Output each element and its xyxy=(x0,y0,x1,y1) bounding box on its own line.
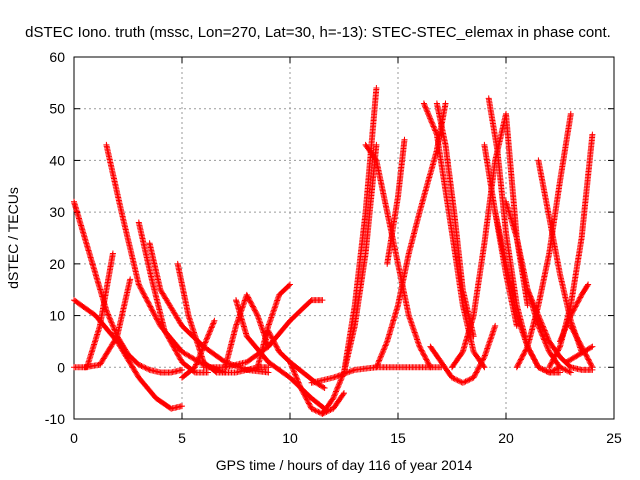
series-arc-24 xyxy=(427,322,499,386)
series-arc-09 xyxy=(179,317,218,381)
series-marks xyxy=(557,281,592,345)
series-arc-23 xyxy=(433,100,477,340)
x-tick-label: 5 xyxy=(178,430,186,446)
series-arc-28 xyxy=(492,209,563,376)
chart-title: dSTEC Iono. truth (mssc, Lon=270, Lat=30… xyxy=(25,24,611,41)
series-arc-04 xyxy=(103,141,229,376)
series-marks xyxy=(179,317,218,381)
x-tick-label: 15 xyxy=(390,430,406,446)
x-tick-label: 10 xyxy=(282,430,298,446)
series-arc-05 xyxy=(81,276,134,371)
series-marks xyxy=(420,100,488,371)
series-arc-22 xyxy=(420,100,488,371)
series-marks xyxy=(524,286,596,373)
series-marks xyxy=(222,291,272,371)
series-marks xyxy=(71,297,185,412)
data-layer xyxy=(71,85,596,417)
y-tick-label: 10 xyxy=(49,308,65,324)
series-arc-32 xyxy=(524,286,596,373)
y-tick-label: 0 xyxy=(57,359,65,375)
series-arc-21 xyxy=(384,136,408,267)
series-arc-13 xyxy=(254,281,293,371)
series-marks xyxy=(81,276,134,371)
series-marks xyxy=(341,141,380,376)
series-arc-18 xyxy=(341,141,380,376)
series-arc-35 xyxy=(557,281,592,345)
series-marks xyxy=(433,100,477,340)
x-tick-label: 25 xyxy=(606,430,622,446)
series-marks xyxy=(563,343,596,366)
y-tick-label: 50 xyxy=(49,101,65,117)
axis-ticks: 0 5 10 15 20 25 -10 0 10 20 30 40 50 60 xyxy=(45,49,622,446)
series-marks xyxy=(567,322,596,371)
series-marks xyxy=(254,281,293,371)
y-tick-label: 40 xyxy=(49,152,65,168)
y-tick-label: 60 xyxy=(49,49,65,65)
series-arc-36 xyxy=(563,343,596,366)
y-tick-label: 20 xyxy=(49,256,65,272)
x-axis-label: GPS time / hours of day 116 of year 2014 xyxy=(216,457,473,473)
series-arc-34 xyxy=(567,322,596,371)
series-arc-19 xyxy=(362,141,434,371)
series-marks xyxy=(492,209,563,376)
x-tick-label: 0 xyxy=(70,430,78,446)
series-marks xyxy=(384,136,408,267)
y-tick-label: 30 xyxy=(49,204,65,220)
series-arc-03 xyxy=(71,297,185,412)
series-marks xyxy=(427,322,499,386)
series-arc-11 xyxy=(222,291,272,371)
y-tick-label: -10 xyxy=(45,411,65,427)
plot-frame xyxy=(73,56,615,420)
x-tick-label: 20 xyxy=(498,430,514,446)
series-marks xyxy=(103,141,229,376)
y-axis-label: dSTEC / TECUs xyxy=(5,187,21,289)
series-marks xyxy=(362,141,434,371)
